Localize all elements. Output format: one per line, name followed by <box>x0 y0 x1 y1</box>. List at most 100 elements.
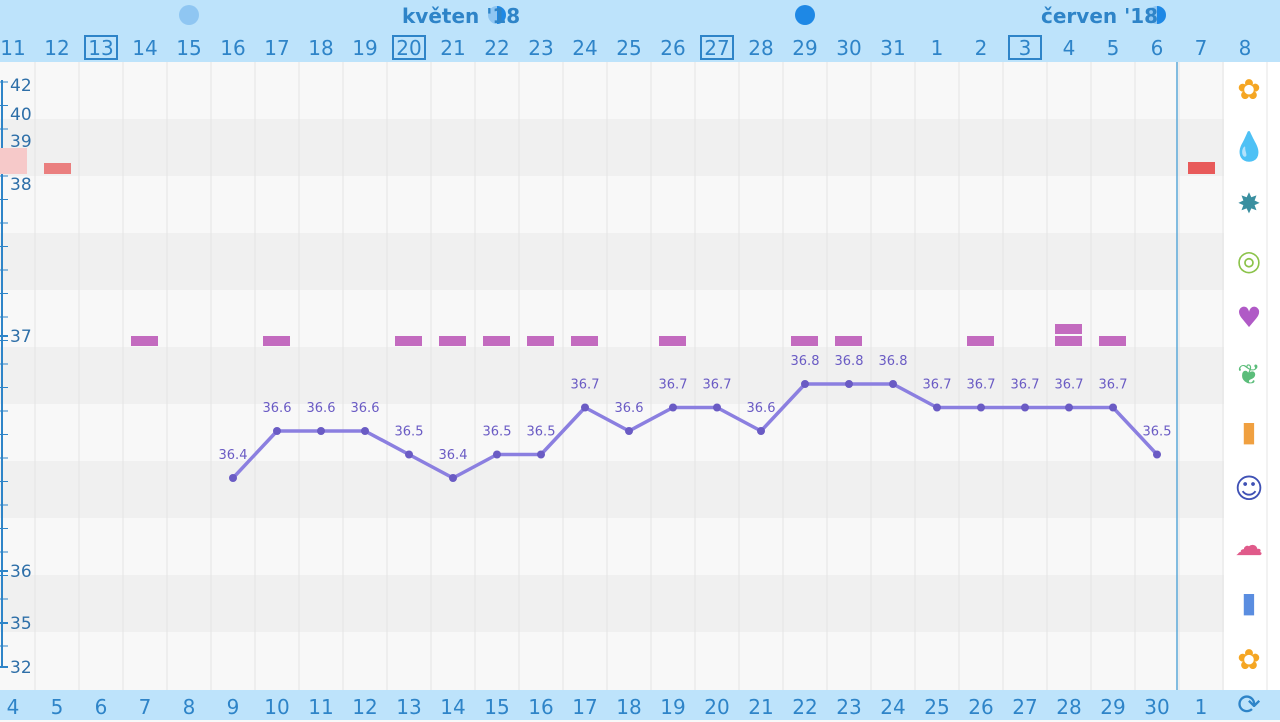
bottom-cycle-day-label: 18 <box>616 695 641 719</box>
splash-icon[interactable]: ✸ <box>1237 187 1261 220</box>
head-pain-icon[interactable]: ☁ <box>1235 529 1263 562</box>
symptom-marker[interactable] <box>1055 324 1082 334</box>
top-day-label[interactable]: 14 <box>132 36 157 60</box>
top-day-label[interactable]: 1 <box>931 36 944 60</box>
top-day-label[interactable]: 19 <box>352 36 377 60</box>
bottle-icon[interactable]: ▮ <box>1241 415 1257 448</box>
top-day-label[interactable]: 7 <box>1195 36 1208 60</box>
top-day-label[interactable]: 23 <box>528 36 553 60</box>
top-day-label[interactable]: 13 <box>88 36 113 60</box>
temperature-point[interactable] <box>757 427 765 435</box>
top-day-label[interactable]: 31 <box>880 36 905 60</box>
top-day-label[interactable]: 24 <box>572 36 597 60</box>
top-day-label[interactable]: 25 <box>616 36 641 60</box>
top-day-label[interactable]: 20 <box>396 36 421 60</box>
top-day-label[interactable]: 22 <box>484 36 509 60</box>
temperature-point[interactable] <box>405 450 413 459</box>
temperature-point[interactable] <box>889 380 897 388</box>
temperature-point[interactable] <box>1109 403 1117 412</box>
flower-alert-icon[interactable]: ✿ <box>1237 643 1261 676</box>
y-tick-label: 38 <box>10 175 32 195</box>
month-label-may: květen '18 <box>402 4 521 28</box>
top-day-label[interactable]: 17 <box>264 36 289 60</box>
top-day-label[interactable]: 16 <box>220 36 245 60</box>
temperature-point[interactable] <box>713 403 721 412</box>
symptom-marker[interactable] <box>395 336 422 346</box>
top-day-label[interactable]: 3 <box>1019 36 1032 60</box>
top-day-label[interactable]: 8 <box>1239 36 1252 60</box>
temperature-point[interactable] <box>977 403 985 412</box>
y-tick-label: 36 <box>10 562 32 582</box>
symptom-marker[interactable] <box>835 336 862 346</box>
symptom-marker[interactable] <box>131 336 158 346</box>
top-day-label[interactable]: 21 <box>440 36 465 60</box>
day-box <box>700 35 734 60</box>
temperature-point[interactable] <box>845 380 853 388</box>
top-day-label[interactable]: 2 <box>975 36 988 60</box>
temperature-point[interactable] <box>933 403 941 412</box>
refresh-icon[interactable]: ⟳ <box>1237 688 1261 721</box>
top-day-label[interactable]: 5 <box>1107 36 1120 60</box>
temperature-point[interactable] <box>317 427 325 435</box>
temperature-value-label: 36.6 <box>263 401 292 416</box>
temperature-point[interactable] <box>361 427 369 435</box>
bottom-cycle-day-label: 5 <box>51 695 64 719</box>
temperature-point[interactable] <box>801 380 809 388</box>
symptom-marker[interactable] <box>967 336 994 346</box>
top-day-label[interactable]: 18 <box>308 36 333 60</box>
top-day-label[interactable]: 11 <box>0 36 25 60</box>
top-day-label[interactable]: 27 <box>704 36 729 60</box>
drop-icon[interactable]: 💧 <box>1231 130 1267 163</box>
temperature-point[interactable] <box>229 474 237 482</box>
temperature-point[interactable] <box>493 450 501 459</box>
symptom-marker[interactable] <box>483 336 510 346</box>
temperature-point[interactable] <box>1021 403 1029 412</box>
temperature-point[interactable] <box>669 403 677 412</box>
temperature-point[interactable] <box>449 474 457 482</box>
bottom-cycle-day-label: 6 <box>95 695 108 719</box>
top-day-label[interactable]: 15 <box>176 36 201 60</box>
bottom-cycle-day-label: 8 <box>183 695 196 719</box>
y-tick-label: 42 <box>10 76 32 96</box>
top-day-label[interactable]: 30 <box>836 36 861 60</box>
temperature-point[interactable] <box>581 403 589 412</box>
y-tick-label: 32 <box>10 658 32 678</box>
heart-icon[interactable]: ♥ <box>1236 301 1262 334</box>
symptom-marker[interactable] <box>527 336 554 346</box>
symptom-marker[interactable] <box>571 336 598 346</box>
temperature-point[interactable] <box>1153 450 1161 459</box>
flower-icon[interactable]: ✿ <box>1237 73 1261 106</box>
temperature-value-label: 36.5 <box>395 425 424 440</box>
leaf-icon[interactable]: ❦ <box>1237 358 1261 391</box>
rings-icon[interactable]: ◎ <box>1236 244 1262 277</box>
bottom-cycle-day-label: 7 <box>139 695 152 719</box>
y-tick-label: 35 <box>10 614 32 634</box>
temperature-point[interactable] <box>625 427 633 435</box>
bottom-cycle-day-label: 19 <box>660 695 685 719</box>
symptom-marker[interactable] <box>791 336 818 346</box>
top-day-label[interactable]: 4 <box>1063 36 1076 60</box>
temperature-value-label: 36.5 <box>483 425 512 440</box>
icon-sidebar <box>1224 62 1280 690</box>
symptom-marker[interactable] <box>1055 336 1082 346</box>
bottom-cycle-day-label: 9 <box>227 695 240 719</box>
temperature-point[interactable] <box>273 427 281 435</box>
top-day-label[interactable]: 12 <box>44 36 69 60</box>
top-day-label[interactable]: 28 <box>748 36 773 60</box>
temperature-value-label: 36.8 <box>791 354 820 369</box>
top-day-label[interactable]: 6 <box>1151 36 1164 60</box>
y-tick-label: 39 <box>10 132 32 152</box>
top-day-label[interactable]: 26 <box>660 36 685 60</box>
smiley-icon[interactable]: ☺ <box>1234 472 1264 505</box>
symptom-marker[interactable] <box>263 336 290 346</box>
temperature-point[interactable] <box>537 450 545 459</box>
bottom-cycle-day-label: 23 <box>836 695 861 719</box>
symptom-marker[interactable] <box>439 336 466 346</box>
top-day-label[interactable]: 29 <box>792 36 817 60</box>
symptom-marker[interactable] <box>659 336 686 346</box>
temperature-point[interactable] <box>1065 403 1073 412</box>
document-icon[interactable]: ▮ <box>1241 586 1257 619</box>
temperature-value-label: 36.6 <box>351 401 380 416</box>
symptom-marker[interactable] <box>1099 336 1126 346</box>
